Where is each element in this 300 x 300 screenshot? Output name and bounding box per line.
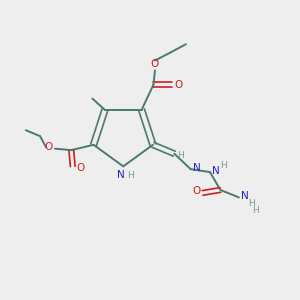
- Text: N: N: [117, 170, 125, 180]
- Text: O: O: [192, 186, 200, 197]
- Text: N: N: [241, 191, 249, 202]
- Text: H: H: [248, 200, 255, 208]
- Text: O: O: [44, 142, 52, 152]
- Text: H: H: [177, 151, 184, 160]
- Text: N: N: [193, 163, 200, 173]
- Text: N: N: [212, 166, 220, 176]
- Text: O: O: [151, 59, 159, 69]
- Text: O: O: [174, 80, 183, 90]
- Text: H: H: [127, 171, 134, 180]
- Text: O: O: [76, 163, 84, 173]
- Text: H: H: [220, 161, 226, 170]
- Text: H: H: [252, 206, 259, 215]
